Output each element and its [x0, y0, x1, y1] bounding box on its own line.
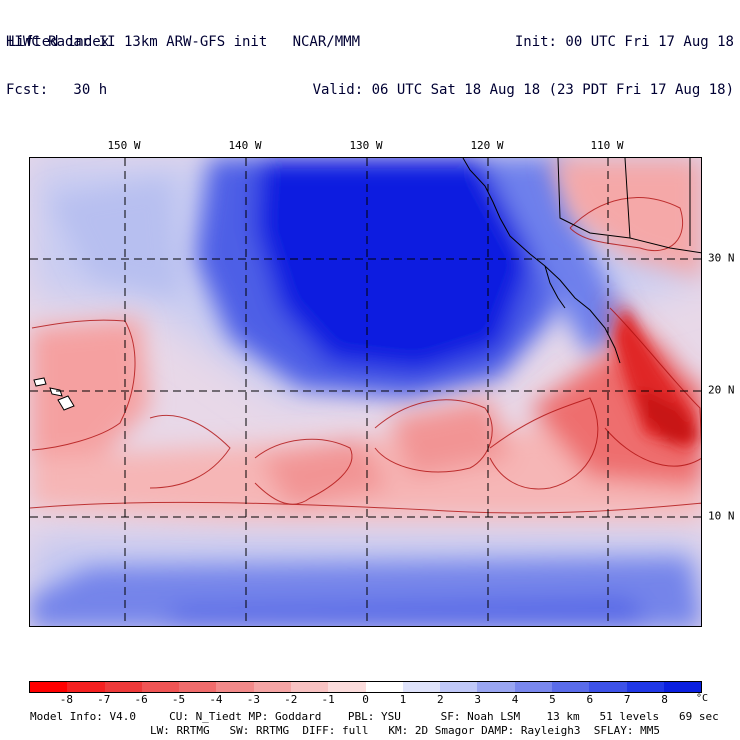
color-scale-tick-label: -2: [284, 693, 298, 706]
color-scale-segment: [365, 682, 403, 692]
color-scale-tick-label: -5: [171, 693, 186, 706]
color-scale-tick-label: -3: [246, 693, 260, 706]
color-scale-segment: [290, 682, 329, 692]
color-scale-tick-label: -6: [134, 693, 148, 706]
color-scale-segment: [589, 682, 627, 692]
color-scale-unit: °C: [696, 693, 709, 704]
header-right: Init: 00 UTC Fri 17 Aug 18 Valid: 06 UTC…: [313, 2, 734, 114]
color-scale-segment: [328, 682, 366, 692]
color-scale-segment: [216, 682, 254, 692]
color-scale-segment: [141, 682, 180, 692]
color-scale-segment: [30, 682, 68, 692]
color-scale-tick-label: 6: [586, 693, 594, 706]
color-scale-segment: [402, 682, 441, 692]
strong-instability-core: [615, 308, 700, 448]
hawaii-islands: [33, 377, 75, 411]
model-info-line2: LW: RRTMG SW: RRTMG DIFF: full KM: 2D Sm…: [150, 724, 660, 737]
lon-label-140w: 140 W: [228, 139, 262, 152]
color-scale-segment: [663, 682, 702, 692]
color-scale-bar: [29, 681, 702, 693]
color-scale-tick-label: -8: [59, 693, 73, 706]
stable-blue-regions: [30, 158, 701, 626]
color-scale-segment: [67, 682, 105, 692]
forecast-hour: Fcst: 30 h: [6, 82, 108, 98]
field-name: Lifted index: [8, 34, 110, 50]
color-scale-segment: [253, 682, 291, 692]
instability-contours: [30, 197, 701, 514]
color-scale-tick-label: 2: [436, 693, 444, 706]
color-scale-segment: [440, 682, 478, 692]
color-scale-segment: [179, 682, 217, 692]
color-scale-tick-label: 1: [399, 693, 407, 706]
model-info-line1: Model Info: V4.0 CU: N_Tiedt MP: Goddard…: [30, 710, 719, 723]
color-scale-segment: [626, 682, 664, 692]
color-scale-segment: [104, 682, 142, 692]
model-title: HIWC Radar II 13km ARW-GFS init NCAR/MMM: [6, 34, 361, 50]
color-scale-tick-label: -4: [209, 693, 223, 706]
color-scale-tick-label: 3: [474, 693, 481, 706]
color-scale-tick-label: 5: [549, 693, 556, 706]
lon-label-110w: 110 W: [590, 139, 624, 152]
color-scale-tick-label: 4: [511, 693, 519, 706]
lat-label-20n: 20 N: [708, 383, 735, 397]
color-scale-segment: [551, 682, 590, 692]
init-time: Init: 00 UTC Fri 17 Aug 18: [514, 34, 734, 50]
color-scale-tick-label: 7: [623, 693, 631, 706]
lat-label-30n: 30 N: [708, 251, 735, 265]
lon-label-150w: 150 W: [107, 139, 141, 152]
valid-time: Valid: 06 UTC Sat 18 Aug 18 (23 PDT Fri …: [312, 82, 734, 98]
color-scale-segment: [514, 682, 552, 692]
color-scale-tick-label: 8: [661, 693, 668, 706]
color-scale-tick-label: -1: [321, 693, 335, 706]
color-scale-segment: [477, 682, 515, 692]
lon-label-130w: 130 W: [349, 139, 383, 152]
color-scale-tick-label: 0: [362, 693, 369, 706]
color-scale-tick-label: -7: [97, 693, 111, 706]
lon-label-120w: 120 W: [470, 139, 504, 152]
lat-label-10n: 10 N: [708, 509, 735, 523]
coastlines: [462, 158, 701, 364]
lifted-index-map: [29, 157, 702, 627]
header-left: HIWC Radar II 13km ARW-GFS init NCAR/MMM…: [6, 2, 360, 114]
graticule: [30, 158, 701, 626]
map-canvas: [30, 158, 701, 626]
unstable-red-regions: [30, 158, 701, 518]
